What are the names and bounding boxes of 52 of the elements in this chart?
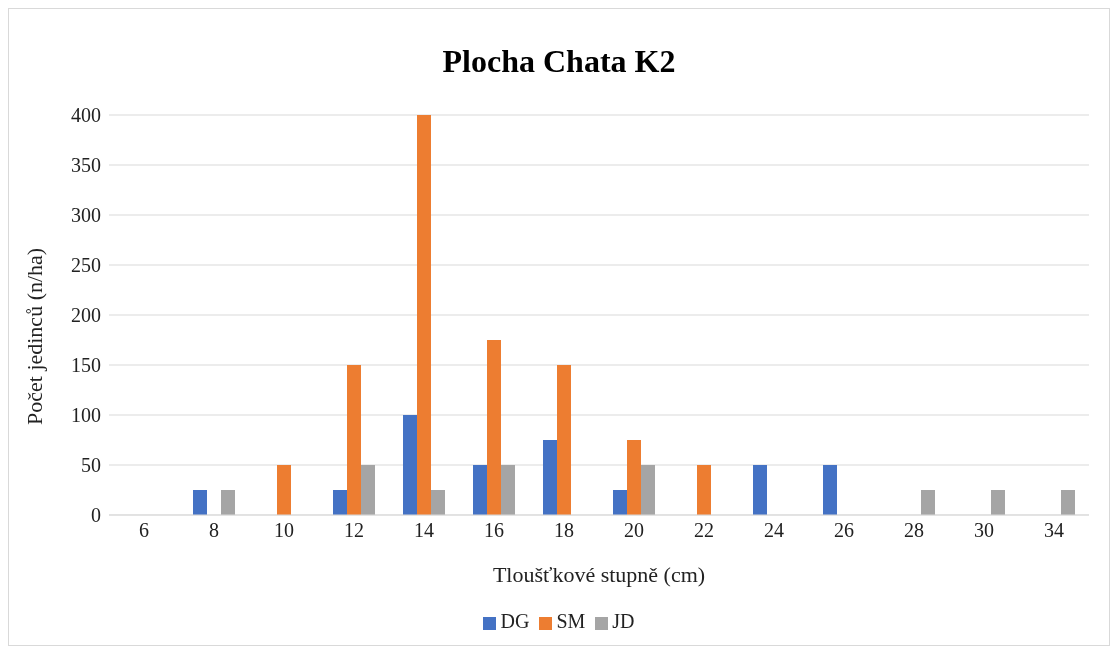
bar — [347, 365, 361, 515]
legend-label: DG — [500, 610, 530, 632]
x-tick-label: 30 — [974, 519, 994, 542]
y-tick-label: 200 — [71, 304, 101, 327]
chart-title: Plocha Chata K2 — [441, 42, 677, 81]
y-tick-label: 300 — [71, 204, 101, 227]
bar — [613, 490, 627, 515]
bar — [361, 465, 375, 515]
bar — [1061, 490, 1075, 515]
legend-label: SM — [556, 610, 586, 632]
y-axis-title: Počet jedinců (n/ha) — [21, 247, 47, 425]
bar — [431, 490, 445, 515]
bar — [333, 490, 347, 515]
x-axis-title: Tloušťkové stupně (cm) — [492, 562, 706, 587]
bar — [641, 465, 655, 515]
bar — [627, 440, 641, 515]
y-tick-label: 150 — [71, 354, 101, 377]
y-tick-label: 350 — [71, 154, 101, 177]
bar — [487, 340, 501, 515]
x-tick-label: 18 — [554, 519, 574, 542]
y-tick-label: 100 — [71, 404, 101, 427]
bar — [543, 440, 557, 515]
bar — [557, 365, 571, 515]
bar — [823, 465, 837, 515]
bar — [697, 465, 711, 515]
x-tick-label: 14 — [414, 519, 434, 542]
bar — [193, 490, 207, 515]
bar — [991, 490, 1005, 515]
x-tick-label: 8 — [209, 519, 219, 542]
y-tick-label: 400 — [71, 104, 101, 127]
y-tick-label: 0 — [91, 504, 101, 527]
bar — [753, 465, 767, 515]
x-tick-label: 24 — [764, 519, 784, 542]
bar — [501, 465, 515, 515]
legend-label: JD — [612, 610, 635, 632]
bar — [473, 465, 487, 515]
x-tick-label: 10 — [274, 519, 294, 542]
bar — [921, 490, 935, 515]
bar — [417, 115, 431, 515]
x-tick-label: 28 — [904, 519, 924, 542]
x-tick-label: 6 — [139, 519, 149, 542]
y-tick-label: 250 — [71, 254, 101, 277]
bar — [403, 415, 417, 515]
x-tick-label: 20 — [624, 519, 644, 542]
x-tick-label: 22 — [694, 519, 714, 542]
y-tick-label: 50 — [81, 454, 101, 477]
x-tick-label: 34 — [1044, 519, 1064, 542]
bar — [221, 490, 235, 515]
bar — [277, 465, 291, 515]
x-tick-label: 26 — [834, 519, 854, 542]
x-tick-label: 16 — [484, 519, 504, 542]
x-tick-label: 12 — [344, 519, 364, 542]
